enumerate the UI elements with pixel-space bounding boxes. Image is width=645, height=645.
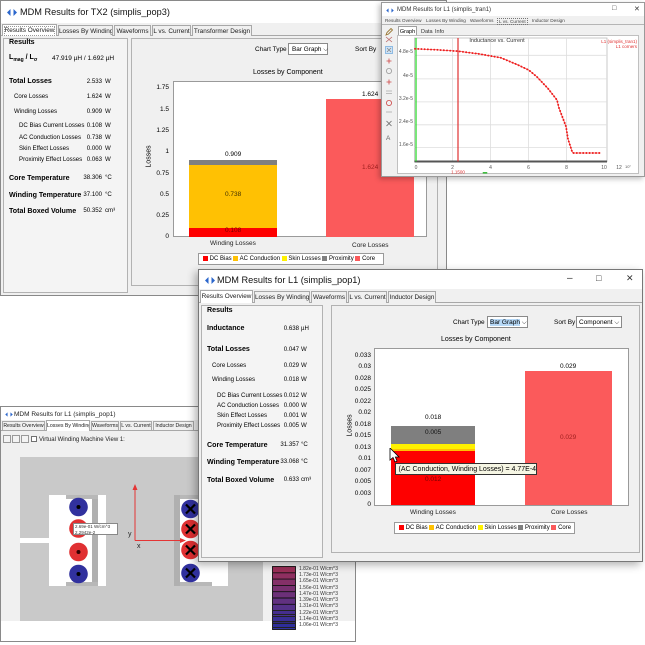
svg-text:10°: 10°	[625, 164, 631, 169]
svg-text:y: y	[128, 531, 132, 538]
svg-text:2: 2	[451, 165, 454, 171]
svg-text:L1 (simplis_tran1): L1 (simplis_tran1)	[601, 39, 637, 44]
svg-text:0: 0	[415, 165, 418, 171]
svg-text:6: 6	[527, 165, 530, 171]
svg-text:3.2e-5: 3.2e-5	[399, 96, 413, 102]
svg-text:1.6e-5: 1.6e-5	[399, 142, 413, 148]
svg-text:10: 10	[601, 165, 607, 171]
svg-text:4.8e-5: 4.8e-5	[399, 49, 413, 55]
svg-text:4e-5: 4e-5	[403, 73, 413, 79]
svg-text:4: 4	[489, 165, 492, 171]
svg-text:▬: ▬	[483, 170, 488, 175]
svg-text:x: x	[137, 543, 141, 550]
svg-text:1.1500: 1.1500	[451, 170, 465, 175]
svg-text:L1 corners: L1 corners	[616, 44, 638, 49]
svg-text:12: 12	[616, 165, 622, 171]
svg-text:Inductance vs. Current: Inductance vs. Current	[469, 38, 525, 44]
svg-text:A: A	[386, 135, 391, 142]
svg-text:2.4e-5: 2.4e-5	[399, 119, 413, 125]
svg-text:8: 8	[565, 165, 568, 171]
